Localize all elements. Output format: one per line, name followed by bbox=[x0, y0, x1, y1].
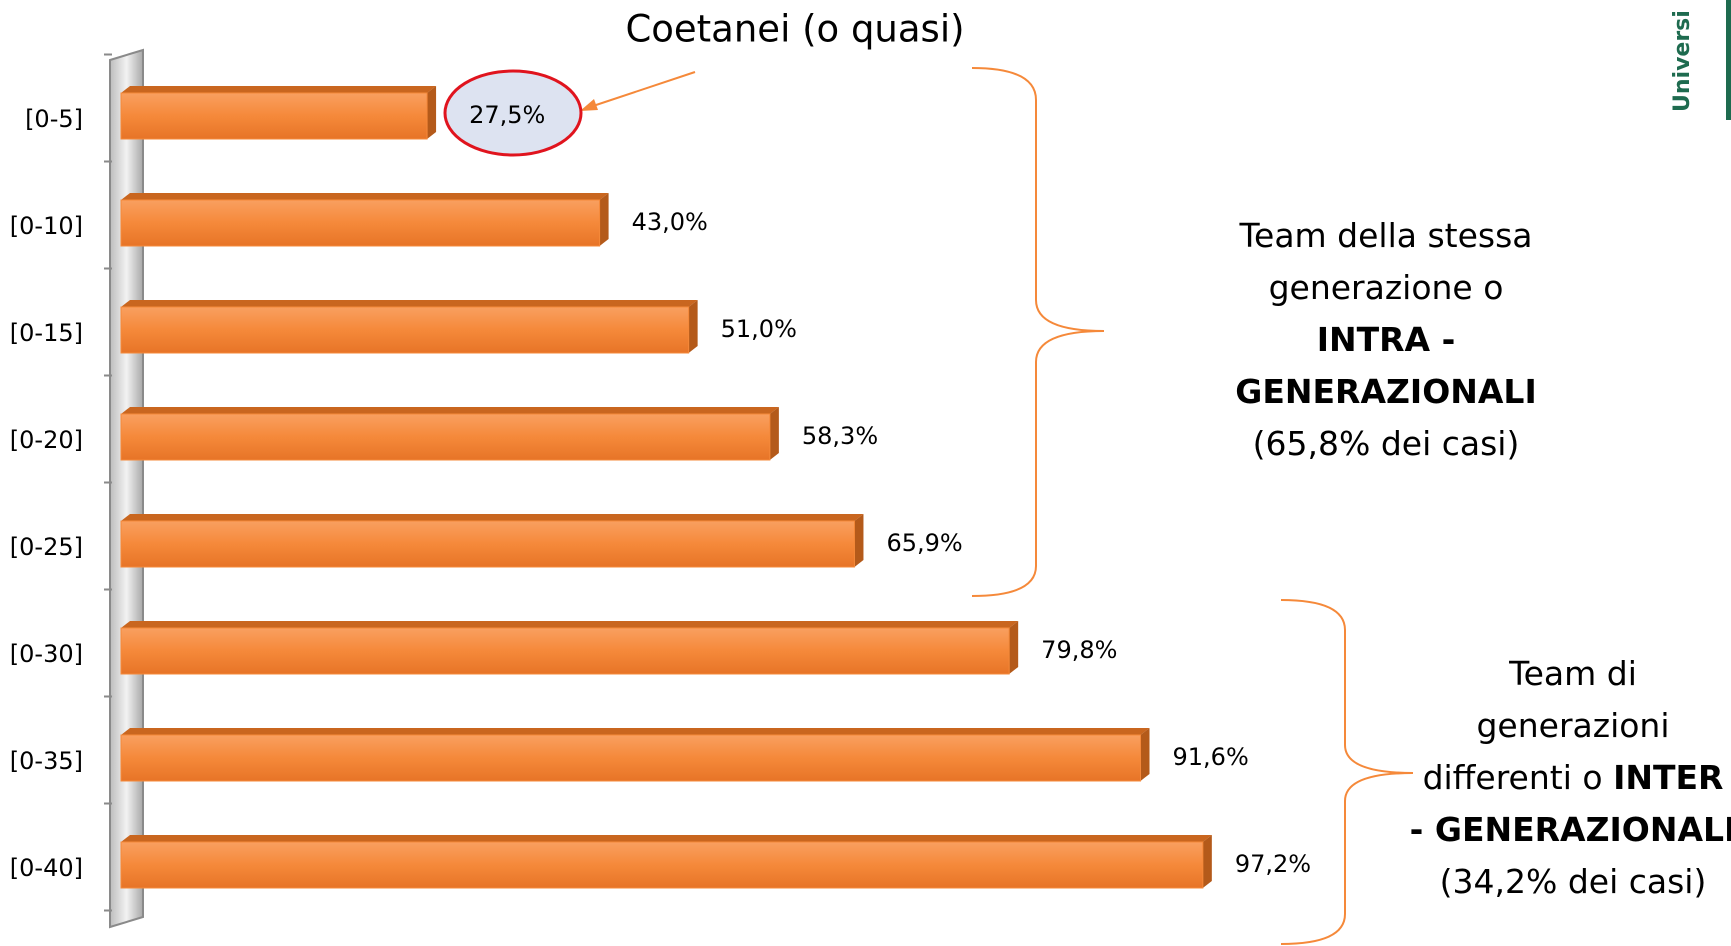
bar-side bbox=[1009, 621, 1019, 674]
bar bbox=[120, 841, 1204, 889]
bar bbox=[120, 199, 601, 247]
value-label: 51,0% bbox=[721, 315, 797, 343]
bar-top bbox=[121, 728, 1150, 735]
annotation-line: - GENERAZIONALI bbox=[1410, 810, 1731, 849]
bar-side bbox=[1202, 835, 1212, 888]
annotation-text: (34,2% dei casi) bbox=[1440, 862, 1707, 901]
bar bbox=[120, 734, 1142, 782]
bar bbox=[120, 413, 771, 461]
annotation-text: generazione o bbox=[1269, 268, 1504, 307]
annotation-text: GENERAZIONALI bbox=[1235, 372, 1536, 411]
bar bbox=[120, 520, 855, 568]
bar-side bbox=[854, 514, 864, 567]
bar-top bbox=[121, 193, 609, 200]
annotation-text: differenti o bbox=[1423, 758, 1614, 797]
annotation-text: INTER bbox=[1613, 758, 1723, 797]
value-label: 97,2% bbox=[1235, 850, 1311, 878]
bar-side bbox=[599, 193, 609, 246]
annotation-text: generazioni bbox=[1476, 706, 1669, 745]
bar-top bbox=[121, 835, 1212, 842]
bar bbox=[120, 92, 428, 140]
bar-side bbox=[1140, 728, 1150, 781]
value-label: 79,8% bbox=[1041, 636, 1117, 664]
value-label: 58,3% bbox=[802, 422, 878, 450]
bar bbox=[120, 306, 690, 354]
annotation-text: - GENERAZIONALI bbox=[1410, 810, 1731, 849]
bar-top bbox=[121, 621, 1019, 628]
arrow-head bbox=[580, 99, 598, 111]
annotation-text: Team di bbox=[1508, 654, 1637, 693]
value-label: 65,9% bbox=[886, 529, 962, 557]
annotation-line: Team di bbox=[1508, 654, 1637, 693]
annotation-line: GENERAZIONALI bbox=[1235, 372, 1536, 411]
brace bbox=[1280, 599, 1414, 945]
y-tick-label: [0-30] bbox=[10, 640, 83, 668]
logo-text: Universi bbox=[1670, 10, 1695, 112]
annotation-line: (65,8% dei casi) bbox=[1253, 424, 1520, 463]
arrow bbox=[583, 71, 696, 110]
annotation-line: differenti o INTER bbox=[1423, 758, 1724, 797]
value-label: 43,0% bbox=[632, 208, 708, 236]
bar bbox=[120, 627, 1010, 675]
annotation-text: INTRA - bbox=[1317, 320, 1456, 359]
value-label: 27,5% bbox=[469, 101, 545, 129]
annotation-text: Team della stessa bbox=[1238, 216, 1532, 255]
y-tick-label: [0-20] bbox=[10, 426, 83, 454]
brace bbox=[971, 67, 1105, 597]
y-tick-label: [0-40] bbox=[10, 854, 83, 882]
bar-side bbox=[769, 407, 779, 460]
annotation: Coetanei (o quasi) bbox=[625, 8, 964, 51]
y-tick-label: [0-25] bbox=[10, 533, 83, 561]
axis-wall bbox=[109, 48, 144, 929]
annotation-line: INTRA - bbox=[1317, 320, 1456, 359]
y-tick-label: [0-10] bbox=[10, 212, 83, 240]
annotation-line: (34,2% dei casi) bbox=[1440, 862, 1707, 901]
annotation-line: Team della stessa bbox=[1238, 216, 1532, 255]
annotation-text: (65,8% dei casi) bbox=[1253, 424, 1520, 463]
bar-top bbox=[121, 300, 698, 307]
highlight-ellipse bbox=[443, 69, 583, 157]
bar-top bbox=[121, 514, 864, 521]
logo-bar bbox=[1726, 0, 1731, 120]
y-tick-label: [0-5] bbox=[25, 105, 83, 133]
bar-side bbox=[688, 300, 698, 353]
bar-top bbox=[121, 86, 437, 93]
bar-side bbox=[427, 86, 437, 139]
annotation-line: generazione o bbox=[1269, 268, 1504, 307]
annotation-line: generazioni bbox=[1476, 706, 1669, 745]
y-tick-label: [0-15] bbox=[10, 319, 83, 347]
value-label: 91,6% bbox=[1173, 743, 1249, 771]
y-tick-label: [0-35] bbox=[10, 747, 83, 775]
bar-top bbox=[121, 407, 779, 414]
